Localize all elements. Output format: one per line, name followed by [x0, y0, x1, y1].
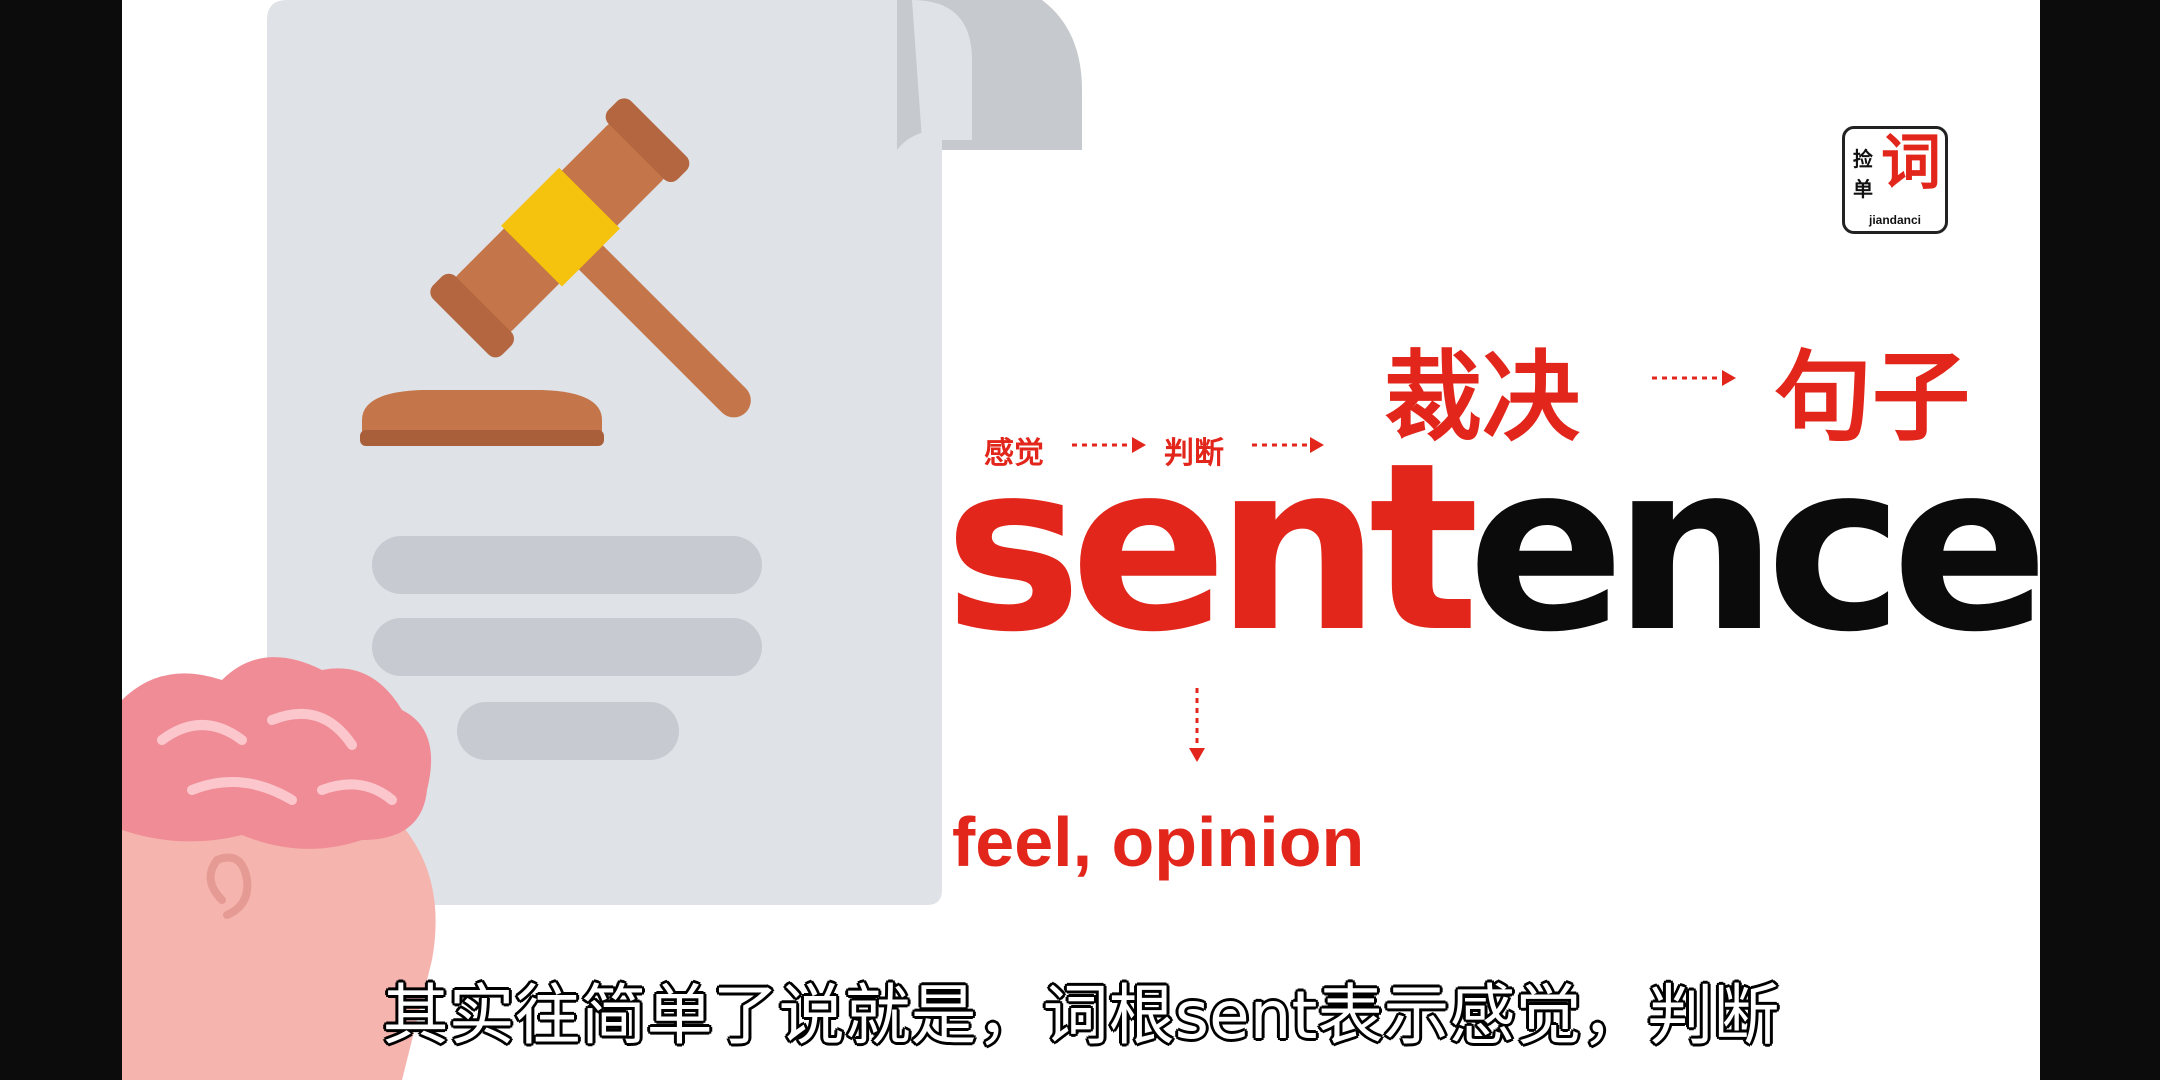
meaning-judge: 判断	[1164, 436, 1224, 471]
brain-head-icon	[122, 657, 436, 1080]
video-subtitle: 其实往简单了说就是，词根sent表示感觉，判断	[382, 977, 1780, 1054]
meaning-verdict: 裁决	[1384, 341, 1581, 455]
logo-char-1: 捡	[1853, 147, 1873, 171]
meaning-feel: 感觉	[984, 436, 1044, 471]
logo-main-char: 词	[1881, 128, 1941, 198]
channel-logo: 捡 单 词 jiandanci	[1842, 126, 1948, 234]
meaning-sentence: 句子	[1774, 341, 1971, 455]
arrows	[1072, 370, 1736, 762]
illustration	[122, 0, 1736, 1080]
root-meaning: feel, opinion	[952, 803, 1365, 881]
video-frame: 捡 单 词 jiandanci 裁决 句子 感觉 判断 sentence fee…	[122, 0, 2040, 1080]
logo-pinyin: jiandanci	[1868, 213, 1921, 227]
word-root: sent	[944, 413, 1480, 683]
word-suffix: ence	[1467, 413, 2040, 683]
logo-char-2: 单	[1853, 177, 1873, 201]
main-word: sentence	[944, 432, 2040, 664]
document-icon	[267, 0, 1082, 905]
gavel-icon	[360, 98, 751, 446]
